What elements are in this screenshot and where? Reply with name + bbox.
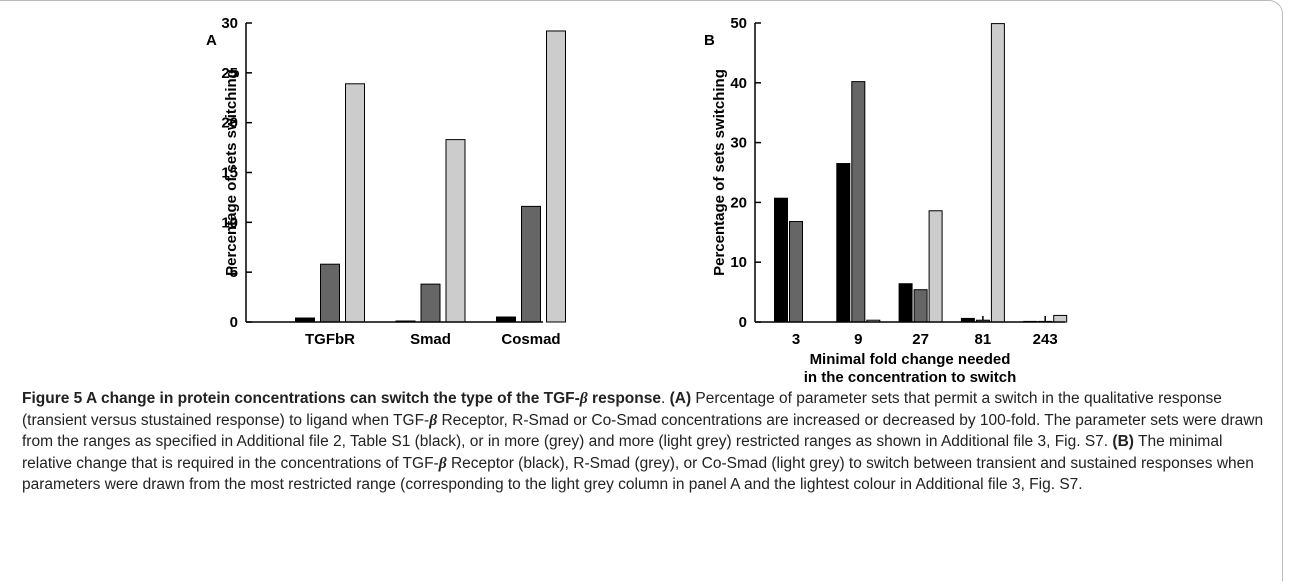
caption-symbol: β bbox=[438, 454, 447, 472]
x-tick-label: 27 bbox=[912, 331, 929, 348]
bar bbox=[345, 83, 365, 323]
bar bbox=[420, 283, 441, 323]
caption-text: Receptor, R-Smad or Co-Smad concentratio… bbox=[22, 411, 1264, 451]
caption-label: (B) bbox=[1112, 433, 1134, 450]
y-tick-label: 40 bbox=[730, 75, 747, 92]
x-tick-label: 9 bbox=[854, 331, 862, 348]
caption-text: . bbox=[660, 390, 670, 407]
y-tick-label: 25 bbox=[221, 65, 238, 82]
y-tick-label: 10 bbox=[221, 214, 238, 231]
x-tick-label: 243 bbox=[1033, 331, 1058, 348]
bar bbox=[990, 23, 1005, 323]
bar bbox=[913, 289, 928, 323]
bar bbox=[789, 221, 803, 323]
bar bbox=[546, 30, 566, 323]
y-tick-label: 30 bbox=[221, 15, 238, 32]
y-tick-label: 20 bbox=[221, 115, 238, 132]
bar bbox=[898, 283, 913, 323]
caption-symbol: β bbox=[429, 411, 438, 429]
y-tick-label: 0 bbox=[230, 314, 238, 331]
x-tick-label: Cosmad bbox=[501, 331, 560, 348]
bar bbox=[521, 205, 541, 323]
y-axis-label: Percentage of sets switching bbox=[711, 69, 728, 276]
y-tick-label: 15 bbox=[221, 165, 238, 182]
caption-text: Percentage of parameter sets that permit… bbox=[22, 390, 1222, 429]
caption-text: The minimal relative change that is requ… bbox=[22, 433, 1223, 472]
bar bbox=[774, 197, 788, 323]
caption-title: Figure 5 A change in protein concentrati… bbox=[22, 390, 580, 407]
caption-title: response bbox=[587, 390, 661, 407]
bar bbox=[851, 81, 866, 323]
x-axis-label: Minimal fold change needed bbox=[810, 351, 1011, 368]
x-tick-label: TGFbR bbox=[305, 331, 355, 348]
bar bbox=[320, 263, 340, 323]
x-axis-label: in the concentration to switch bbox=[804, 369, 1017, 385]
y-tick-label: 5 bbox=[230, 264, 238, 281]
x-tick-label: 3 bbox=[792, 331, 800, 348]
caption: Figure 5 A change in protein concentrati… bbox=[22, 388, 1272, 496]
caption-label: (A) bbox=[669, 390, 692, 407]
panel-label: B bbox=[704, 32, 715, 49]
bar bbox=[445, 139, 466, 323]
y-axis-label: Percentage of sets switching bbox=[223, 69, 240, 276]
y-tick-label: 10 bbox=[730, 254, 747, 271]
x-tick-label: Smad bbox=[410, 331, 451, 348]
caption-text: Receptor (black), R-Smad (grey), or Co-S… bbox=[22, 454, 1254, 494]
bar bbox=[836, 163, 851, 323]
charts: A Percentage of sets switching 0 5 10 15 20 25 3… bbox=[206, 15, 1068, 385]
panel-label: A bbox=[206, 32, 217, 49]
x-tick-label: 81 bbox=[975, 331, 992, 348]
y-tick-label: 0 bbox=[739, 314, 747, 331]
bar bbox=[928, 210, 943, 323]
y-tick-label: 50 bbox=[730, 15, 747, 32]
y-tick-label: 20 bbox=[730, 194, 747, 211]
caption-symbol: β bbox=[579, 390, 588, 407]
bar bbox=[1053, 314, 1068, 323]
y-tick-label: 30 bbox=[730, 135, 747, 152]
